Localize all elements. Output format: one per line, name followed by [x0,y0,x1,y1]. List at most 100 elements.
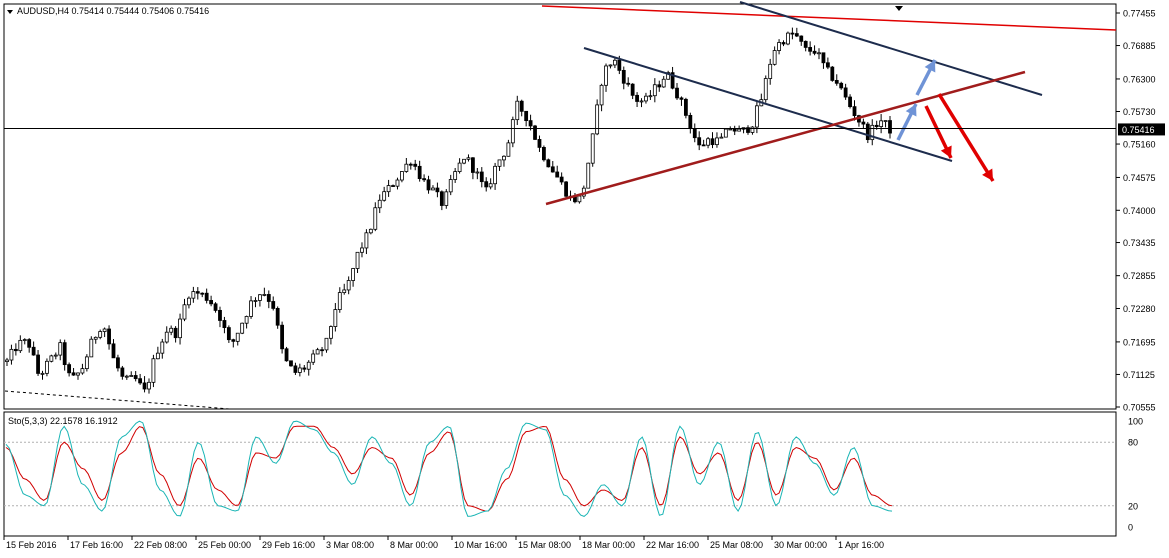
candle-body [541,147,546,161]
candle-body [391,185,395,187]
candle-body [688,114,693,129]
candle-body [817,52,821,55]
candle-body [590,133,595,164]
candle-body [244,316,249,324]
candle-body [448,179,453,193]
candle-body [493,165,497,185]
candle-body [550,166,555,173]
candle-body [226,327,231,341]
candle-body [865,123,870,141]
candle-body [502,155,506,161]
candle-body [639,100,644,103]
candle-body [80,368,85,374]
candle-body [160,341,165,354]
candle-body [608,64,613,67]
candle-body [750,126,755,133]
candle-body [111,343,116,359]
candle-body [444,191,449,206]
candle-body [249,300,253,317]
candle-body [138,378,143,384]
candle-body [98,331,103,338]
candle-body [262,294,267,296]
stochastic-main-line [5,420,893,517]
candle-body [5,359,9,363]
candle-body [71,372,76,376]
stochastic-pane[interactable] [3,411,1117,537]
candle-body [315,349,320,355]
candle-body [84,356,89,370]
candle-body [204,292,209,301]
candle-body [62,342,67,366]
candle-body [715,137,719,146]
candle-body [710,138,715,146]
candle-body [417,165,422,180]
candle-body [515,100,520,121]
candle-body [586,162,591,189]
candle-body [786,32,790,45]
time-tick-label: 17 Feb 16:00 [70,540,123,550]
candle-body [280,324,285,350]
candle-body [692,128,697,139]
candle-body [519,100,524,112]
candle-body [683,98,688,116]
candle-body [173,327,178,339]
price-tick-label: 0.74000 [1123,206,1156,216]
candle-body [297,367,302,373]
price-tick-label: 0.76300 [1123,74,1156,84]
candle-body [107,328,111,345]
candle-body [320,349,324,352]
candle-body [484,181,489,188]
symbol-dropdown-icon[interactable] [7,10,13,14]
candle-body [195,291,200,294]
candle-body [577,195,582,203]
price-tick-label: 0.71695 [1123,337,1156,347]
trendlines-group [4,1,1117,410]
candle-body [439,191,444,206]
candle-body [533,125,537,140]
time-tick-label: 29 Feb 16:00 [262,540,315,550]
candle-body [235,332,240,342]
price-pane[interactable] [3,3,1117,410]
candle-body [830,66,835,81]
candle-body [737,128,742,132]
price-tick-label: 0.73435 [1123,238,1156,248]
stochastic-label: Sto(5,3,3) 22.1578 16.1912 [8,416,118,426]
candle-body [870,124,875,141]
candle-body [271,301,276,309]
candle-body [666,72,671,80]
time-tick-label: 10 Mar 16:00 [454,540,507,550]
candle-body [155,352,160,360]
candle-body [382,191,387,201]
candle-body [462,158,466,164]
candle-body [497,159,502,167]
price-tick-label: 0.72280 [1123,304,1156,314]
candle-body [604,65,608,86]
candle-body [555,171,560,178]
candle-body [546,159,551,168]
projection-arrow-down-2 [937,93,995,182]
candle-body [178,318,182,339]
shift-marker-icon[interactable] [895,6,903,11]
last-price-tag [1118,123,1165,136]
candle-body [266,294,271,302]
candle-body [670,72,675,89]
candle-body [360,247,364,253]
candle-body [324,337,329,351]
candle-body [790,32,795,35]
candle-body [93,336,98,340]
candle-body [368,228,373,234]
candle-body [231,339,236,342]
candle-body [275,307,280,326]
candle-body [874,124,879,127]
candle-body [834,80,839,84]
candle-body [76,372,80,376]
candle-body [621,69,626,84]
candle-body [524,110,529,122]
lower-channel-line [583,47,953,162]
candle-body [457,162,462,173]
candle-body [763,78,768,101]
candle-body [182,304,187,320]
candle-body [679,97,684,100]
candle-body [510,119,515,144]
